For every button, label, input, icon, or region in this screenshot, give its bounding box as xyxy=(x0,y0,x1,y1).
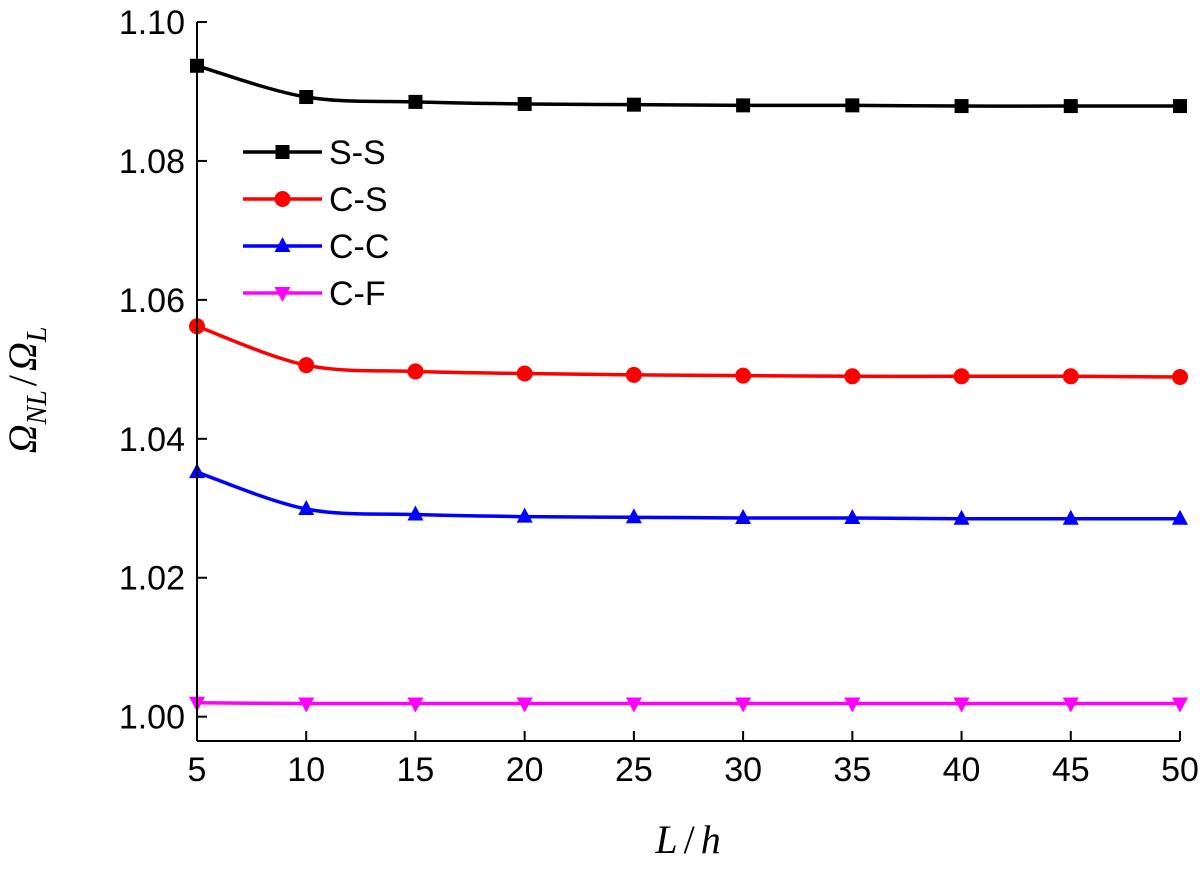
legend-label-c-c: C-C xyxy=(329,228,389,266)
series-line-c-f xyxy=(196,701,1180,706)
series-line-c-s xyxy=(196,324,1181,379)
x-tick-label: 20 xyxy=(506,751,544,789)
x-tick-label: 10 xyxy=(287,751,325,789)
data-point-s-s xyxy=(1173,99,1187,114)
y-tick-label: 1.02 xyxy=(119,560,185,598)
legend-marker-c-c xyxy=(274,237,291,252)
x-axis-title-slash: / xyxy=(684,817,696,862)
data-point-c-s xyxy=(953,368,970,385)
legend-label-s-s: S-S xyxy=(329,134,386,172)
x-tick-label: 5 xyxy=(188,751,207,789)
y-tick-label: 1.08 xyxy=(119,143,185,181)
y-tick-label: 1.10 xyxy=(119,4,185,42)
y-axis-title-omega-nl: Ω xyxy=(0,424,45,453)
data-point-c-s xyxy=(625,366,642,383)
data-point-s-s xyxy=(736,98,751,113)
x-tick-label: 30 xyxy=(724,751,762,789)
data-point-c-c xyxy=(953,509,970,525)
data-point-c-s xyxy=(407,363,424,380)
x-tick-label: 45 xyxy=(1052,751,1090,789)
series-line-c-c xyxy=(196,470,1180,521)
legend-label-c-f: C-F xyxy=(329,275,386,313)
x-tick-label: 50 xyxy=(1161,751,1199,789)
data-point-c-s xyxy=(516,365,533,382)
data-point-c-c xyxy=(1172,509,1188,525)
y-tick-label: 1.00 xyxy=(119,699,185,737)
y-axis-title-slash: / xyxy=(0,374,45,386)
data-point-s-s xyxy=(299,90,314,105)
y-tick-label: 1.04 xyxy=(119,421,185,459)
data-point-c-s xyxy=(844,368,861,385)
data-point-c-c xyxy=(516,507,533,523)
legend-marker-c-f xyxy=(274,287,291,302)
axes-layer xyxy=(196,22,1180,742)
data-point-c-s xyxy=(298,357,315,374)
data-point-c-s xyxy=(1172,368,1188,385)
data-point-c-c xyxy=(735,509,752,525)
data-point-c-c xyxy=(407,505,424,521)
legend-marker-c-s xyxy=(274,191,291,207)
data-point-c-f xyxy=(516,697,533,713)
x-tick-label: 35 xyxy=(833,751,871,789)
y-axis-title: ΩNL/ΩL xyxy=(0,327,53,454)
legend-entry-c-s: C-S xyxy=(243,181,388,219)
legend-entry-s-s: S-S xyxy=(243,134,386,172)
series-c-f xyxy=(189,696,1188,713)
data-point-c-c xyxy=(298,499,315,515)
data-point-c-f xyxy=(407,697,424,713)
data-point-c-c xyxy=(625,508,642,524)
data-point-c-s xyxy=(1062,368,1079,385)
x-tick-label: 25 xyxy=(615,751,653,789)
data-point-s-s xyxy=(517,96,532,111)
data-point-s-s xyxy=(954,99,969,114)
legend-label-c-s: C-S xyxy=(329,181,388,219)
data-point-s-s xyxy=(408,94,423,109)
data-point-c-f xyxy=(735,697,752,713)
x-axis-title: L / h xyxy=(654,817,720,862)
series-c-c xyxy=(189,463,1188,525)
series-layer xyxy=(189,58,1188,713)
series-s-s xyxy=(190,58,1187,114)
y-axis-title-sub-nl: NL xyxy=(22,390,53,425)
ticks-layer: 1.00 1.02 1.04 1.06 1.08 1.10 5 10 15 20 25 30 35 40 4… xyxy=(119,4,1199,789)
y-axis-title-omega-l: Ω xyxy=(0,342,45,371)
legend-entry-c-c: C-C xyxy=(243,228,389,266)
data-point-c-c xyxy=(844,509,861,525)
data-point-c-s xyxy=(735,367,752,384)
data-point-c-f xyxy=(844,697,861,713)
data-point-c-f xyxy=(953,697,970,713)
x-tick-label: 40 xyxy=(943,751,981,789)
y-tick-label: 1.06 xyxy=(119,282,185,320)
legend: S-S C-S C-C C-F xyxy=(243,134,389,313)
series-line-s-s xyxy=(196,64,1180,108)
legend-marker-s-s xyxy=(275,145,290,159)
data-point-s-s xyxy=(845,98,860,113)
data-point-c-c xyxy=(1062,509,1079,525)
data-point-s-s xyxy=(626,97,641,112)
x-tick-label: 15 xyxy=(397,751,435,789)
legend-entry-c-f: C-F xyxy=(243,275,386,313)
x-axis-title-L: L xyxy=(654,817,677,862)
data-point-c-f xyxy=(298,697,315,713)
data-point-c-f xyxy=(1172,697,1188,713)
data-point-s-s xyxy=(1063,99,1078,114)
y-axis-title-sub-l: L xyxy=(22,327,53,344)
data-point-c-f xyxy=(625,697,642,713)
x-axis-title-h: h xyxy=(701,817,721,862)
data-point-c-f xyxy=(1062,697,1079,713)
series-c-s xyxy=(189,318,1188,385)
